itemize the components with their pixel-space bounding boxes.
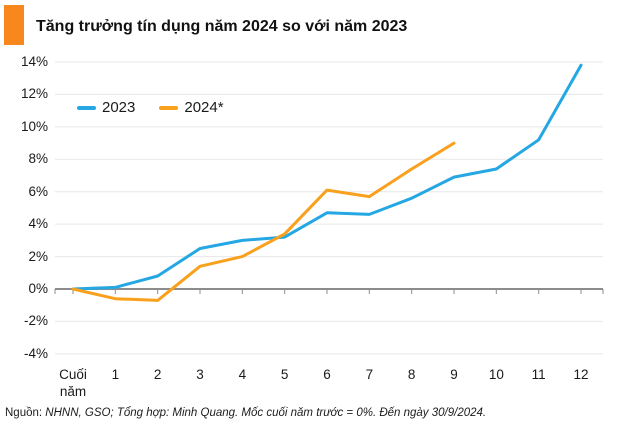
x-tick-label: 9 — [450, 367, 458, 382]
chart-title: Tăng trưởng tín dụng năm 2024 so với năm… — [36, 18, 408, 35]
x-tick-label: 6 — [323, 367, 331, 382]
x-tick-label: 8 — [407, 367, 416, 382]
y-tick-label: 12% — [20, 86, 48, 102]
chart-legend: 2023 2024* — [77, 99, 224, 116]
x-tick-label: 10 — [488, 367, 504, 382]
legend-label: 2023 — [102, 99, 136, 116]
x-tick-label: 2 — [153, 367, 162, 382]
y-tick-label: 2% — [28, 248, 48, 264]
x-tick-label: 3 — [196, 367, 204, 382]
x-tick-label: 4 — [238, 367, 247, 382]
x-tick-label: 7 — [365, 367, 374, 382]
y-tick-label: -4% — [23, 345, 48, 361]
x-tick-label: 12 — [573, 367, 589, 382]
source-note: Nguồn: NHNN, GSO; Tổng hợp: Minh Quang. … — [5, 407, 486, 419]
source-note-text: NHNN, GSO; Tổng hợp: Minh Quang. Mốc cuố… — [45, 407, 487, 419]
series-line-2024 — [71, 141, 456, 302]
x-tick-label: 11 — [531, 367, 546, 382]
series-line-2023 — [71, 63, 583, 291]
legend-label: 2024* — [184, 99, 224, 116]
title-accent-bar — [4, 5, 24, 45]
y-tick-label: -2% — [23, 313, 48, 329]
y-tick-label: 10% — [20, 118, 48, 134]
y-tick-label: 14% — [20, 54, 48, 69]
legend-item-2024: 2024* — [159, 99, 224, 116]
source-note-prefix: Nguồn: — [5, 407, 46, 419]
x-tick-label: 1 — [111, 367, 120, 382]
legend-item-2023: 2023 — [77, 99, 135, 116]
x-tick-label: Cuối năm — [59, 367, 87, 399]
legend-swatch — [159, 105, 179, 110]
legend-swatch — [77, 105, 96, 110]
x-tick-label: 5 — [280, 367, 289, 382]
y-tick-label: 8% — [28, 151, 48, 167]
y-tick-label: 0% — [28, 281, 48, 296]
y-tick-label: 4% — [28, 216, 48, 232]
y-tick-label: 6% — [28, 183, 48, 199]
